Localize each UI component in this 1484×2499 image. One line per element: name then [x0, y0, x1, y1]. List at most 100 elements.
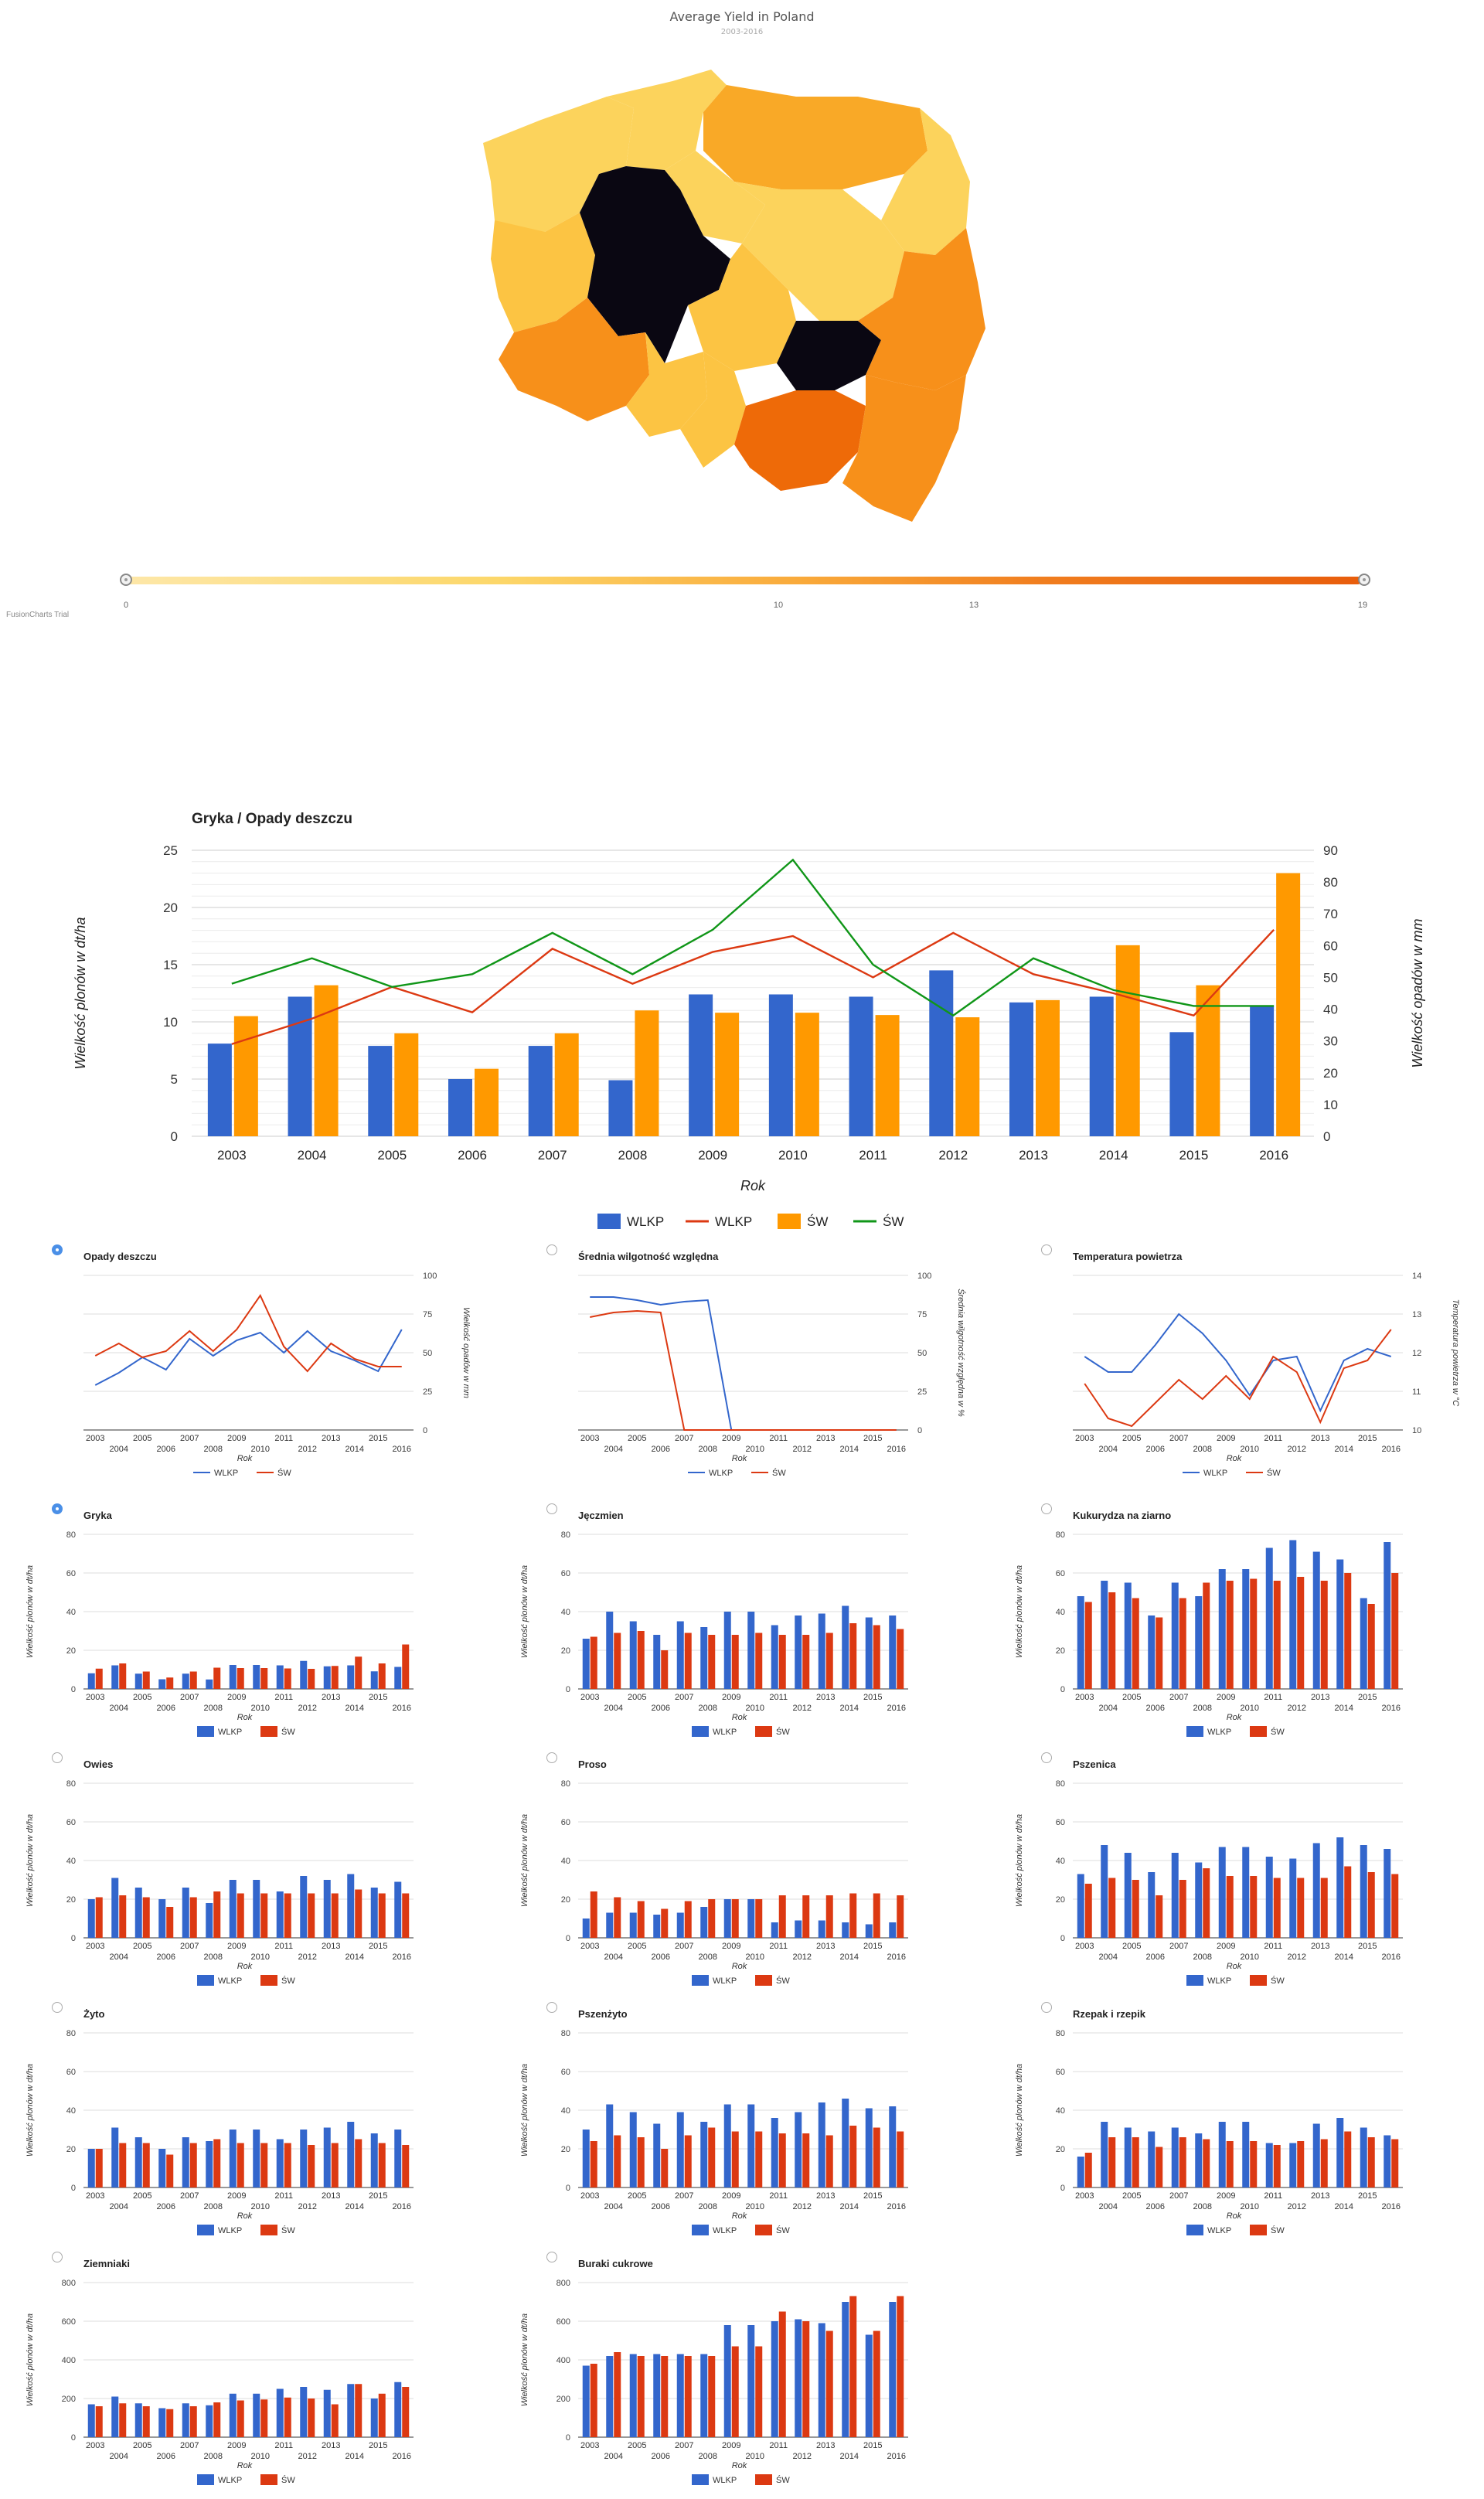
y-tick-label: 80 — [561, 1530, 570, 1540]
bar-WLKP — [747, 2325, 755, 2437]
bar-WLKP — [1336, 1837, 1344, 1938]
x-tick-label: 2007 — [180, 2441, 199, 2450]
region-slaskie[interactable] — [680, 352, 746, 468]
chart-radio-weather-2[interactable] — [1041, 1244, 1052, 1255]
bar-ŚW — [802, 2321, 810, 2437]
bar-ŚW — [637, 2137, 645, 2187]
x-tick-label: 2008 — [204, 1953, 223, 1962]
x-tick-label: 2006 — [652, 2202, 670, 2211]
chart-radio-crop-9[interactable] — [52, 2252, 63, 2262]
region-podlaskie[interactable] — [881, 108, 970, 255]
y-tick-label: 100 — [423, 1272, 437, 1281]
x-tick-label: 2014 — [1335, 1953, 1353, 1962]
bar-WLKP — [1312, 2123, 1320, 2187]
bar-WLKP — [676, 1912, 684, 1938]
chart-radio-crop-6[interactable] — [52, 2002, 63, 2013]
bar-WLKP — [747, 2104, 755, 2187]
bar-WLKP — [795, 1615, 802, 1689]
y-axis-label: Wielkość plonów w dt/ha — [26, 2064, 35, 2157]
bar-ŚW — [614, 1633, 621, 1689]
scale-min-handle[interactable] — [120, 574, 132, 586]
x-axis-label: Rok — [732, 2211, 747, 2221]
x-tick-label: 2013 — [1311, 1942, 1329, 1951]
region-zachodniopomorskie[interactable] — [483, 97, 634, 236]
chart-radio-crop-5[interactable] — [1041, 1752, 1052, 1763]
chart-radio-crop-10[interactable] — [546, 2252, 557, 2262]
region-malopolskie[interactable] — [734, 390, 866, 491]
bar-WLKP — [111, 2127, 119, 2187]
x-tick-label: 2007 — [1169, 1693, 1188, 1702]
x-tick-label: 2015 — [1358, 2191, 1377, 2201]
chart-radio-crop-1[interactable] — [546, 1503, 557, 1514]
y-tick-label: 0 — [566, 1934, 570, 1943]
chart-radio-crop-2[interactable] — [1041, 1503, 1052, 1514]
region-lubuskie[interactable] — [491, 213, 595, 332]
x-tick-label: 2003 — [580, 1434, 599, 1443]
x-tick-label: 2016 — [393, 1953, 411, 1962]
bar-WLKP — [676, 1621, 684, 1689]
bar-ŚW — [119, 2403, 127, 2437]
legend-label: ŚW — [281, 1976, 295, 1986]
small-chart-crop-1: Jęczmien 0 20 40 60 80 Wielkość plonów w dt/ha… — [520, 1510, 908, 1737]
x-tick-label: 2012 — [938, 1148, 968, 1163]
x-tick-label: 2005 — [133, 1693, 151, 1702]
y-tick-label: 20 — [1056, 1646, 1065, 1656]
bar-ŚW — [1084, 1884, 1092, 1938]
x-tick-label: 2012 — [298, 1704, 317, 1713]
scale-max-handle[interactable] — [1358, 574, 1370, 586]
region-opolskie[interactable] — [626, 332, 707, 437]
bar-WLKP — [1101, 1581, 1108, 1689]
x-tick-label: 2015 — [369, 2191, 387, 2201]
x-tick-label: 2003 — [1075, 2191, 1094, 2201]
bar-WLKP — [1124, 1853, 1132, 1938]
x-tick-label: 2015 — [863, 2441, 882, 2450]
y-tick-label: 60 — [1056, 1569, 1065, 1578]
bar-ŚW — [237, 1893, 244, 1938]
bar-ŚW — [1156, 1895, 1163, 1938]
y-tick-label: 40 — [66, 1608, 76, 1617]
bar-ŚW — [1367, 1872, 1375, 1938]
bar-ŚW — [590, 2141, 597, 2187]
region-pomorskie[interactable] — [607, 70, 727, 170]
legend-label: ŚW — [1271, 2225, 1285, 2235]
region-mazowieckie[interactable] — [734, 182, 904, 321]
x-tick-label: 2014 — [345, 2202, 364, 2211]
region-swietokrzyskie[interactable] — [777, 321, 881, 390]
chart-radio-crop-7[interactable] — [546, 2002, 557, 2013]
region-kujawsko-pomorskie[interactable] — [665, 151, 765, 243]
region-wielkopolskie[interactable] — [580, 166, 730, 363]
x-tick-label: 2013 — [816, 2441, 835, 2450]
bar-ŚW — [849, 1623, 857, 1689]
x-tick-label: 2008 — [699, 1953, 717, 1962]
bar-WLKP — [582, 1919, 590, 1938]
chart-radio-weather-0[interactable] — [52, 1244, 63, 1255]
bar-WLKP — [1289, 1540, 1297, 1689]
bar-WLKP — [889, 1615, 897, 1689]
chart-radio-crop-4[interactable] — [546, 1752, 557, 1763]
bar-WLKP — [347, 1665, 355, 1689]
y-tick-label: 20 — [66, 1895, 76, 1905]
bar-WLKP — [158, 1899, 166, 1938]
bar-WLKP — [182, 1888, 189, 1938]
bar-ŚW — [1273, 1581, 1281, 1689]
x-tick-label: 2009 — [722, 2191, 740, 2201]
x-tick-label: 2014 — [345, 1953, 364, 1962]
y-tick-label: 80 — [66, 1530, 76, 1540]
region-dolnoslaskie[interactable] — [499, 298, 649, 421]
bar-ŚW — [1320, 2139, 1328, 2187]
bar-ŚW — [402, 2145, 410, 2187]
legend-label: WLKP — [1207, 1976, 1231, 1986]
x-tick-label: 2012 — [298, 2202, 317, 2211]
region-podkarpackie[interactable] — [842, 375, 966, 522]
chart-radio-weather-1[interactable] — [546, 1244, 557, 1255]
chart-radio-crop-3[interactable] — [52, 1752, 63, 1763]
chart-radio-crop-8[interactable] — [1041, 2002, 1052, 2013]
chart-radio-crop-0[interactable] — [52, 1503, 63, 1514]
bar-WLKP — [1265, 2143, 1273, 2187]
x-tick-label: 2004 — [110, 1445, 128, 1454]
region-lubelskie[interactable] — [858, 228, 985, 390]
region-lodzkie[interactable] — [688, 243, 796, 371]
bar-WLKP — [653, 1915, 661, 1938]
x-tick-label: 2012 — [793, 2202, 812, 2211]
region-warminsko-mazurskie[interactable] — [703, 85, 928, 189]
